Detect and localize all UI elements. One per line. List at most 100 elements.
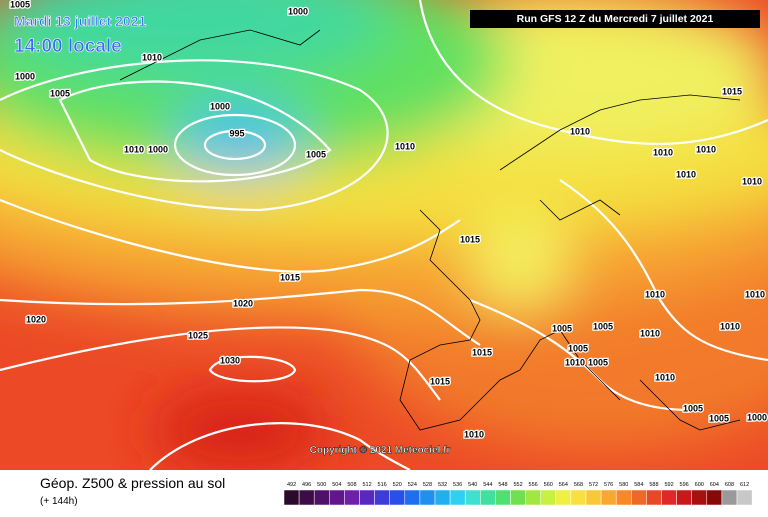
legend-tick-label: 604	[710, 482, 719, 488]
legend-tick-label: 540	[468, 482, 477, 488]
legend-tick-label: 552	[513, 482, 522, 488]
isobar-label: 1010	[745, 289, 765, 299]
legend-swatch	[706, 489, 723, 506]
isobar-label: 1010	[655, 372, 675, 382]
legend-tick-label: 504	[332, 482, 341, 488]
isobar-label: 1015	[430, 376, 450, 386]
legend-swatch	[691, 489, 708, 506]
legend-tick-label: 496	[302, 482, 311, 488]
legend-tick-label: 560	[544, 482, 553, 488]
isobar-label: 1010	[570, 126, 590, 136]
legend-tick-label: 524	[408, 482, 417, 488]
legend-swatch	[540, 489, 557, 506]
legend-tick-label: 612	[740, 482, 749, 488]
isobar-label: 1000	[148, 144, 168, 154]
isobar-label: 1020	[26, 314, 46, 324]
isobar-label: 1005	[683, 403, 703, 413]
legend-tick-label: 532	[438, 482, 447, 488]
legend-tick-label: 556	[529, 482, 538, 488]
legend-tick-label: 508	[347, 482, 356, 488]
forecast-time: 14:00 locale	[14, 36, 122, 57]
legend-tick-label: 608	[725, 482, 734, 488]
isobar-label: 1010	[696, 144, 716, 154]
legend-tick-label: 568	[574, 482, 583, 488]
legend-tick-label: 544	[483, 482, 492, 488]
isobar-label: 1010	[720, 321, 740, 331]
legend-tick-label: 500	[317, 482, 326, 488]
legend-swatch	[434, 489, 451, 506]
isobar-label: 1015	[472, 347, 492, 357]
footer-subtitle: (+ 144h)	[40, 496, 78, 507]
legend-swatch	[419, 489, 436, 506]
legend-swatch	[631, 489, 647, 506]
legend-swatch	[464, 489, 481, 506]
isobar-label: 1000	[210, 101, 230, 111]
isobar-label: 1015	[280, 272, 300, 282]
legend-swatch	[721, 489, 738, 506]
run-box	[470, 10, 760, 28]
legend-swatch	[600, 489, 617, 506]
legend-swatch	[374, 489, 390, 506]
legend-tick-label: 600	[695, 482, 704, 488]
legend-swatch	[615, 489, 632, 506]
isobar-label: 995	[229, 128, 244, 138]
isobar-label: 1020	[233, 298, 253, 308]
isobar-label: 1005	[709, 413, 729, 423]
legend-swatch	[283, 489, 300, 506]
isobar-label: 1010	[640, 328, 660, 338]
isobar-label: 1010	[742, 176, 762, 186]
isobar-label: 1005	[593, 321, 613, 331]
isobar-label: 1010	[124, 144, 144, 154]
legend-swatch	[570, 489, 587, 506]
isobar-label: 1000	[288, 6, 308, 16]
legend-swatch	[344, 489, 360, 506]
isobar-label: 1025	[188, 330, 208, 340]
isobar-lines	[0, 0, 768, 412]
isobar-label: 1005	[50, 88, 70, 98]
legend-swatch	[359, 489, 375, 506]
isobar-label: 1010	[565, 357, 585, 367]
legend-tick-label: 528	[423, 482, 432, 488]
legend-swatch	[525, 489, 541, 506]
legend-swatch	[313, 489, 330, 506]
isobar-label: 1015	[722, 86, 742, 96]
legend-swatch	[495, 489, 511, 506]
legend-tick-label: 576	[604, 482, 613, 488]
legend-swatch	[480, 489, 496, 506]
isobar-label: 1005	[568, 343, 588, 353]
legend-swatch	[736, 489, 753, 506]
isobar-label: 1015	[460, 234, 480, 244]
isobar-label: 1005	[10, 0, 30, 9]
legend-tick-label: 516	[378, 482, 387, 488]
legend-tick-label: 592	[664, 482, 673, 488]
legend-tick-label: 548	[498, 482, 507, 488]
isobar-label: 1005	[552, 323, 572, 333]
legend-tick-label: 584	[634, 482, 643, 488]
isobar-label: 1010	[645, 289, 665, 299]
isobar-label: 1010	[395, 141, 415, 151]
legend-tick-label: 520	[393, 482, 402, 488]
run-info: Run GFS 12 Z du Mercredi 7 juillet 2021	[517, 13, 714, 25]
isobar-label: 1000	[15, 71, 35, 81]
legend-tick-label: 596	[680, 482, 689, 488]
legend-swatch	[676, 489, 692, 506]
legend-swatch	[404, 489, 421, 506]
legend-swatch	[329, 489, 345, 506]
forecast-date: Mardi 13 juillet 2021	[14, 13, 146, 29]
isobar-label: 1005	[306, 149, 326, 159]
legend-swatch	[646, 489, 662, 506]
legend-swatch	[389, 489, 406, 506]
isobar-label: 1005	[588, 357, 608, 367]
legend-tick-label: 492	[287, 482, 296, 488]
isobar-label: 1010	[464, 429, 484, 439]
isobar-label: 1030	[220, 355, 240, 365]
legend-tick-label: 536	[453, 482, 462, 488]
legend-swatch	[661, 489, 677, 506]
legend-swatch	[298, 489, 315, 506]
copyright: Copyright © 2021 Meteociel.fr	[310, 445, 451, 456]
isobar-label: 1010	[142, 52, 162, 62]
legend-swatch	[510, 489, 526, 506]
isobar-label: 1000	[747, 412, 767, 422]
